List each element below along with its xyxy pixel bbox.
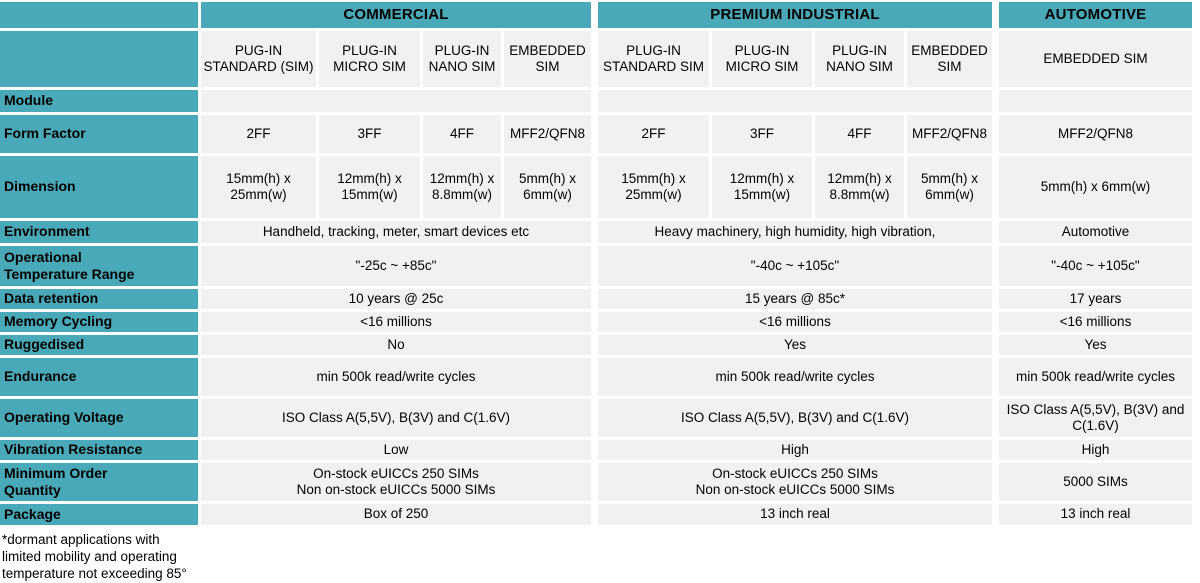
row-minimum-order-quantity: Minimum Order Quantity On-stock eUICCs 2… xyxy=(0,463,1200,501)
cell-ff-commercial-embedded: MFF2/QFN8 xyxy=(504,115,591,153)
row-ruggedised: Ruggedised No Yes Yes xyxy=(0,335,1200,355)
cell-dim-premium-embedded: 5mm(h) x 6mm(w) xyxy=(907,156,992,218)
cell-ff-commercial-nano: 4FF xyxy=(423,115,501,153)
cell-mc-automotive: <16 millions xyxy=(995,312,1192,332)
cell-moq-automotive: 5000 SIMs xyxy=(995,463,1192,501)
cell-dim-commercial-micro: 12mm(h) x 15mm(w) xyxy=(319,156,420,218)
row-data-retention: Data retention 10 years @ 25c 15 years @… xyxy=(0,289,1200,309)
footnote: *dormant applications with limited mobil… xyxy=(0,528,190,583)
row-form-factor: Form Factor 2FF 3FF 4FF MFF2/QFN8 2FF 3F… xyxy=(0,115,1200,153)
row-label-module: Module xyxy=(0,90,198,112)
cell-end-premium: min 500k read/write cycles xyxy=(594,358,992,396)
cell-mc-premium: <16 millions xyxy=(594,312,992,332)
row-operating-voltage: Operating Voltage ISO Class A(5,5V), B(3… xyxy=(0,399,1200,437)
row-vibration-resistance: Vibration Resistance Low High High xyxy=(0,440,1200,460)
cell-moq-premium: On-stock eUICCs 250 SIMs Non on-stock eU… xyxy=(594,463,992,501)
cell-ff-premium-embedded: MFF2/QFN8 xyxy=(907,115,992,153)
cell-env-premium: Heavy machinery, high humidity, high vib… xyxy=(594,221,992,243)
cell-dim-commercial-embedded: 5mm(h) x 6mm(w) xyxy=(504,156,591,218)
row-label-minimum-order-quantity: Minimum Order Quantity xyxy=(0,463,198,501)
col-header-commercial-standard: PUG-IN STANDARD (SIM) xyxy=(201,31,316,87)
cell-ov-commercial: ISO Class A(5,5V), B(3V) and C(1.6V) xyxy=(201,399,591,437)
cell-dim-premium-nano: 12mm(h) x 8.8mm(w) xyxy=(815,156,904,218)
row-label-data-retention: Data retention xyxy=(0,289,198,309)
cell-ff-premium-standard: 2FF xyxy=(594,115,709,153)
corner-cell xyxy=(0,2,198,28)
cell-temp-premium: "-40c ~ +105c" xyxy=(594,246,992,286)
row-memory-cycling: Memory Cycling <16 millions <16 millions… xyxy=(0,312,1200,332)
cell-rg-premium: Yes xyxy=(594,335,992,355)
cell-dim-commercial-nano: 12mm(h) x 8.8mm(w) xyxy=(423,156,501,218)
cell-end-automotive: min 500k read/write cycles xyxy=(995,358,1192,396)
cell-dim-automotive: 5mm(h) x 6mm(w) xyxy=(995,156,1192,218)
cell-temp-commercial: "-25c ~ +85c" xyxy=(201,246,591,286)
row-endurance: Endurance min 500k read/write cycles min… xyxy=(0,358,1200,396)
cell-ov-premium: ISO Class A(5,5V), B(3V) and C(1.6V) xyxy=(594,399,992,437)
row-label-operating-voltage: Operating Voltage xyxy=(0,399,198,437)
row-module: Module xyxy=(0,90,1200,112)
cell-ff-commercial-standard: 2FF xyxy=(201,115,316,153)
col-header-commercial-nano: PLUG-IN NANO SIM xyxy=(423,31,501,87)
cell-module-automotive xyxy=(995,90,1192,112)
row-label-environment: Environment xyxy=(0,221,198,243)
cell-vr-automotive: High xyxy=(995,440,1192,460)
cell-dr-commercial: 10 years @ 25c xyxy=(201,289,591,309)
col-header-commercial-embedded: EMBEDDED SIM xyxy=(504,31,591,87)
cell-dim-commercial-standard: 15mm(h) x 25mm(w) xyxy=(201,156,316,218)
column-header-row: PUG-IN STANDARD (SIM) PLUG-IN MICRO SIM … xyxy=(0,31,1200,87)
cell-ff-premium-micro: 3FF xyxy=(712,115,812,153)
cell-moq-commercial: On-stock eUICCs 250 SIMs Non on-stock eU… xyxy=(201,463,591,501)
cell-dim-premium-standard: 15mm(h) x 25mm(w) xyxy=(594,156,709,218)
cell-dim-premium-micro: 12mm(h) x 15mm(w) xyxy=(712,156,812,218)
group-header-automotive: AUTOMOTIVE xyxy=(995,2,1192,28)
cell-vr-commercial: Low xyxy=(201,440,591,460)
cell-dr-automotive: 17 years xyxy=(995,289,1192,309)
cell-vr-premium: High xyxy=(594,440,992,460)
cell-module-premium xyxy=(594,90,992,112)
row-label-endurance: Endurance xyxy=(0,358,198,396)
row-label-op-temp: Operational Temperature Range xyxy=(0,246,198,286)
cell-end-commercial: min 500k read/write cycles xyxy=(201,358,591,396)
col-header-premium-embedded: EMBEDDED SIM xyxy=(907,31,992,87)
group-header-premium: PREMIUM INDUSTRIAL xyxy=(594,2,992,28)
col-header-premium-nano: PLUG-IN NANO SIM xyxy=(815,31,904,87)
cell-dr-premium: 15 years @ 85c* xyxy=(594,289,992,309)
cell-ff-automotive: MFF2/QFN8 xyxy=(995,115,1192,153)
row-package: Package Box of 250 13 inch real 13 inch … xyxy=(0,504,1200,525)
cell-rg-automotive: Yes xyxy=(995,335,1192,355)
row-label-ruggedised: Ruggedised xyxy=(0,335,198,355)
row-label-vibration-resistance: Vibration Resistance xyxy=(0,440,198,460)
row-op-temp: Operational Temperature Range "-25c ~ +8… xyxy=(0,246,1200,286)
cell-temp-automotive: "-40c ~ +105c" xyxy=(995,246,1192,286)
row-label-package: Package xyxy=(0,504,198,525)
col-header-premium-micro: PLUG-IN MICRO SIM xyxy=(712,31,812,87)
col-header-automotive-embedded: EMBEDDED SIM xyxy=(995,31,1192,87)
row-label-form-factor: Form Factor xyxy=(0,115,198,153)
row-label-blank xyxy=(0,31,198,87)
cell-module-commercial xyxy=(201,90,591,112)
cell-mc-commercial: <16 millions xyxy=(201,312,591,332)
cell-pkg-premium: 13 inch real xyxy=(594,504,992,525)
cell-pkg-automotive: 13 inch real xyxy=(995,504,1192,525)
cell-env-commercial: Handheld, tracking, meter, smart devices… xyxy=(201,221,591,243)
col-header-commercial-micro: PLUG-IN MICRO SIM xyxy=(319,31,420,87)
cell-pkg-commercial: Box of 250 xyxy=(201,504,591,525)
row-label-memory-cycling: Memory Cycling xyxy=(0,312,198,332)
group-header-commercial: COMMERCIAL xyxy=(201,2,591,28)
cell-ff-premium-nano: 4FF xyxy=(815,115,904,153)
cell-env-automotive: Automotive xyxy=(995,221,1192,243)
col-header-premium-standard: PLUG-IN STANDARD SIM xyxy=(594,31,709,87)
cell-ov-automotive: ISO Class A(5,5V), B(3V) and C(1.6V) xyxy=(995,399,1192,437)
row-label-dimension: Dimension xyxy=(0,156,198,218)
row-dimension: Dimension 15mm(h) x 25mm(w) 12mm(h) x 15… xyxy=(0,156,1200,218)
row-environment: Environment Handheld, tracking, meter, s… xyxy=(0,221,1200,243)
category-header-row: COMMERCIAL PREMIUM INDUSTRIAL AUTOMOTIVE xyxy=(0,2,1200,28)
cell-rg-commercial: No xyxy=(201,335,591,355)
cell-ff-commercial-micro: 3FF xyxy=(319,115,420,153)
